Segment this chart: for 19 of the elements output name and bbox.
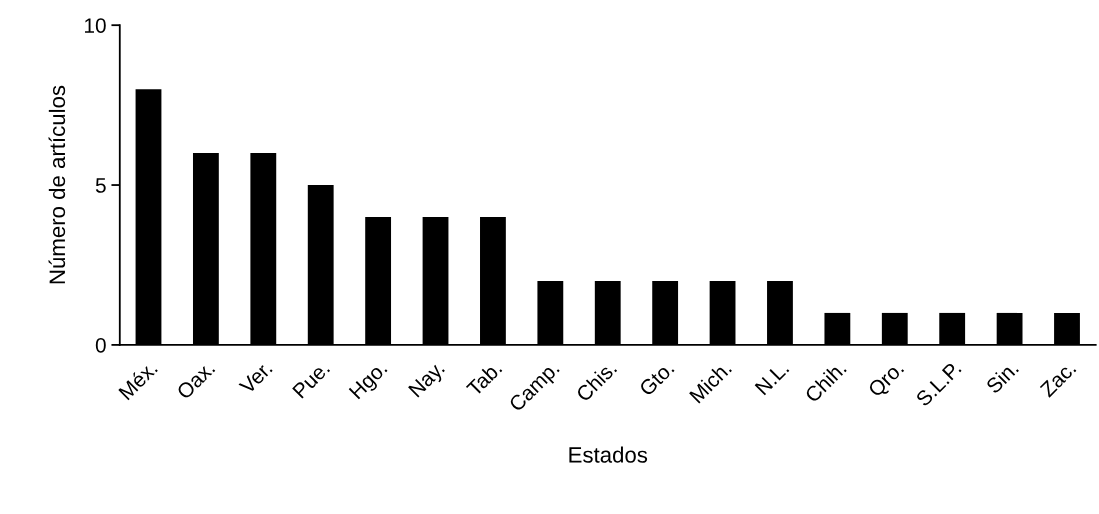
x-tick-label: Hgo. [348,360,391,403]
x-tick-label: Méx. [117,359,158,401]
x-tick-label: Ver. [238,360,273,395]
x-tick-label: Qro. [867,360,907,401]
x-tick-label: Pue. [292,360,331,399]
y-tick-label: 5 [95,178,106,193]
x-tick-label: Sin. [984,360,1020,395]
x-tick-label: Oax. [175,360,216,401]
y-tick-label: 10 [85,18,106,33]
y-tick-label: 0 [95,337,106,353]
x-tick-label: Chih. [803,360,847,404]
x-tick-label: N.L. [754,360,790,396]
x-tick-label: Tab. [465,360,503,398]
y-axis-title: Número de artículos [48,85,66,284]
x-tick-label: Chis. [574,360,618,403]
x-axis-title: Estados [569,446,648,463]
x-tick-label: Zac. [1039,360,1077,398]
x-tick-label: Gto. [638,360,675,397]
x-tick-label: Nay. [408,360,448,401]
